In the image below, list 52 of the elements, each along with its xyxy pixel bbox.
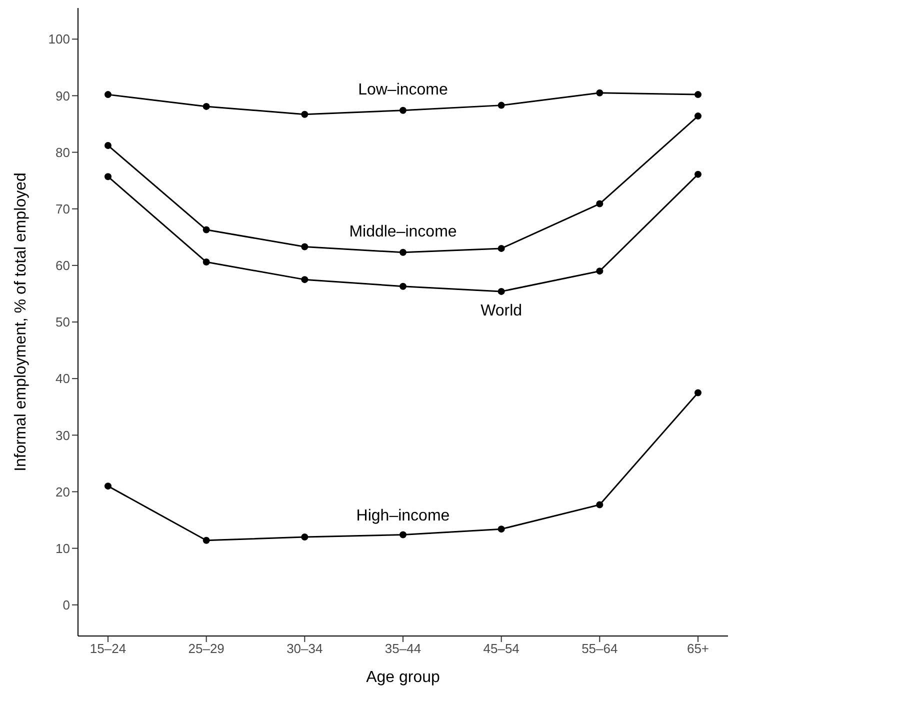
y-tick-label: 10 — [56, 540, 70, 556]
point — [301, 533, 308, 540]
point — [104, 173, 112, 180]
point — [694, 170, 702, 178]
point — [301, 276, 308, 284]
point — [596, 89, 604, 96]
point — [202, 102, 210, 110]
x-tick-label: 45–54 — [483, 641, 520, 656]
x-tick-label: 65+ — [686, 641, 710, 656]
y-tick-label: 60 — [56, 258, 70, 274]
point — [498, 244, 505, 252]
x-tick-label: 55–64 — [582, 641, 618, 656]
x-tick-label: 15–24 — [90, 641, 126, 656]
point — [596, 200, 604, 208]
y-axis-title: Informal employment, % of total employed — [12, 172, 30, 472]
point — [400, 106, 406, 114]
x-axis-title: Age group — [366, 669, 440, 686]
y-tick-label: 30 — [56, 428, 70, 443]
point — [694, 112, 702, 120]
point — [694, 91, 702, 98]
point — [400, 531, 406, 538]
point — [104, 482, 112, 490]
y-tick-label: 90 — [56, 88, 70, 104]
y-tick-label: 50 — [56, 314, 70, 330]
series-label: High–income — [356, 508, 450, 525]
point — [202, 536, 210, 544]
y-tick-label: 20 — [56, 484, 70, 500]
point — [202, 258, 210, 266]
point — [596, 268, 604, 275]
point — [498, 526, 505, 533]
y-tick-label: 0 — [62, 598, 70, 612]
point — [104, 142, 112, 149]
point — [400, 248, 406, 256]
y-tick-label: 100 — [48, 32, 70, 47]
y-tick-label: 70 — [56, 201, 70, 216]
y-tick-label: 80 — [56, 144, 70, 160]
point — [694, 389, 702, 396]
point — [498, 288, 505, 295]
point — [301, 243, 308, 250]
series-label: World — [480, 302, 522, 320]
point — [596, 501, 604, 508]
series-label: Low–income — [358, 81, 448, 98]
x-tick-label: 25–29 — [188, 641, 224, 656]
point — [202, 226, 210, 234]
point — [400, 282, 406, 290]
point — [104, 91, 112, 98]
point — [301, 110, 308, 118]
point — [498, 102, 505, 109]
y-tick-label: 40 — [56, 371, 70, 386]
x-tick-label: 30–34 — [286, 641, 323, 656]
x-tick-label: 35–44 — [384, 641, 422, 656]
series-label: Middle–income — [349, 223, 457, 240]
